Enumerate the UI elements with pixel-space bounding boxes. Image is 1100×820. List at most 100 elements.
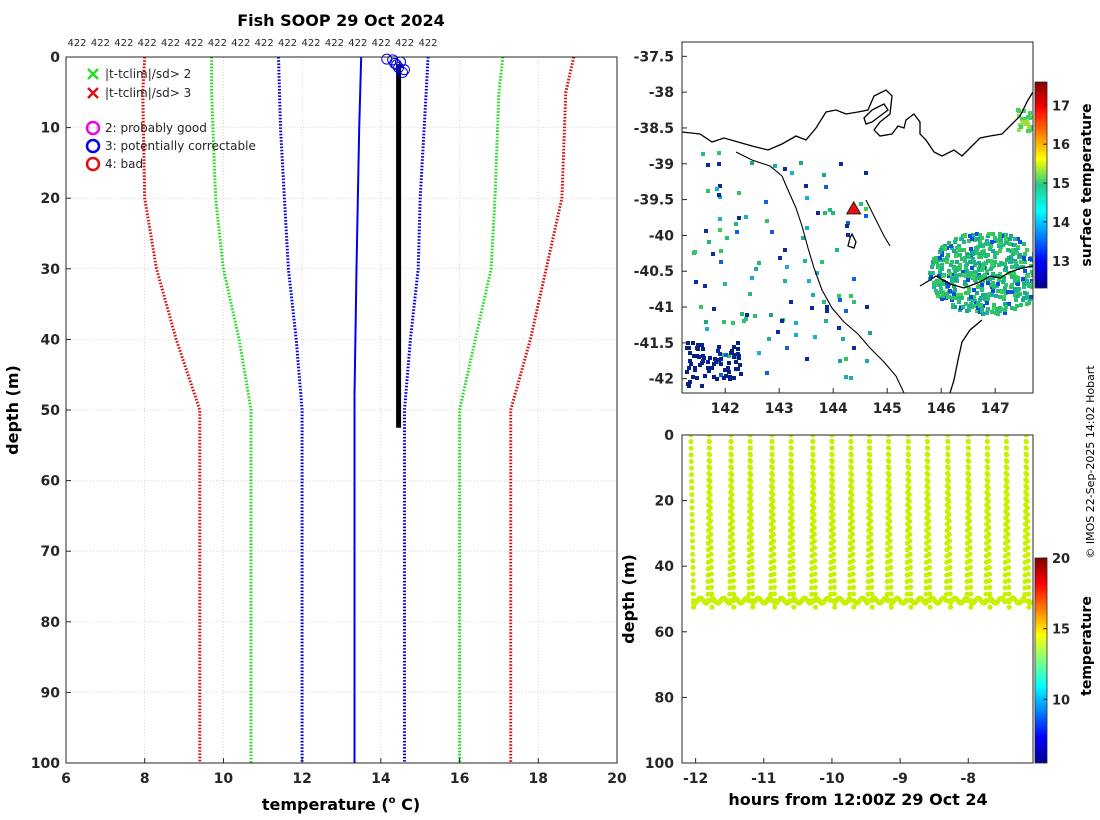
cast-point [1024, 492, 1030, 498]
cast-point [867, 452, 873, 458]
cast-point [789, 505, 795, 511]
cast-point [1002, 591, 1008, 597]
map-y-tick-label: -41.5 [634, 336, 674, 352]
sst-pixel [1012, 271, 1016, 275]
cast-point [731, 604, 737, 610]
cast-point [868, 511, 874, 517]
sst-pixel [790, 171, 794, 175]
cast-point [865, 598, 871, 604]
cast-point [770, 478, 776, 484]
sst-pixel [1022, 242, 1026, 246]
cast-point [749, 538, 755, 544]
sst-pixel [971, 257, 975, 261]
sst-pixel [1004, 233, 1008, 237]
sst-pixel [941, 282, 945, 286]
cast-point [707, 505, 713, 511]
cast-point [727, 591, 733, 597]
cast-point [984, 439, 990, 445]
profile-series-line [141, 57, 202, 763]
cast-point [829, 435, 835, 438]
cast-point [904, 585, 910, 591]
cast-point [746, 585, 752, 591]
cast-point [946, 531, 952, 537]
cast-point [729, 518, 735, 524]
sst-pixel [934, 289, 938, 293]
cast-point [791, 604, 797, 610]
sst-pixel [958, 273, 962, 277]
profile-top-count-label: 422 [208, 38, 227, 49]
cast-point [688, 465, 694, 471]
cast-point [768, 591, 774, 597]
cast-point [830, 525, 836, 531]
sst-pixel [1019, 125, 1023, 129]
sst-pixel [740, 312, 744, 316]
shelf-contour-2 [865, 199, 891, 247]
cast-point [789, 518, 795, 524]
cast-point [831, 591, 837, 597]
profile-top-count-label: 422 [161, 38, 180, 49]
profile-y-tick-label: 40 [41, 332, 61, 348]
sst-pixel [783, 167, 787, 171]
sst-pixel [724, 353, 728, 357]
cast-point [869, 591, 875, 597]
sst-pixel [954, 278, 958, 282]
cast-point [946, 518, 952, 524]
timeseries-y-ticks: 0 20 40 60 80 100 [645, 428, 687, 772]
sst-pixel [1008, 237, 1012, 241]
cast-point [945, 465, 951, 471]
cast-point [770, 518, 776, 524]
sst-pixel [706, 366, 710, 370]
cast-point [1006, 584, 1012, 590]
cast-point [906, 465, 912, 471]
cast-point [908, 578, 914, 584]
sst-pixel [805, 196, 809, 200]
profile-top-count-label: 422 [114, 38, 133, 49]
cast-point [1024, 478, 1030, 484]
cast-point [986, 518, 992, 524]
cast-point [728, 452, 734, 458]
profile-top-count-label: 422 [372, 38, 391, 49]
cast-point [906, 478, 912, 484]
cast-point [869, 564, 875, 570]
cast-point [985, 492, 991, 498]
cast-point [948, 604, 954, 610]
cast-point [945, 439, 951, 445]
sst-pixel [1003, 311, 1007, 315]
profile-top-count-label: 422 [278, 38, 297, 49]
cast-point [810, 445, 816, 451]
cast-point [849, 478, 855, 484]
map-colorbar-label: surface temperature [1079, 103, 1095, 266]
sst-pixel [991, 249, 995, 253]
sst-pixel [948, 289, 952, 293]
sst-pixel [852, 300, 856, 304]
sst-pixel [1022, 256, 1026, 260]
sst-pixel [708, 356, 712, 360]
sst-pixel [960, 257, 964, 261]
cast-point [771, 571, 777, 577]
cast-point [848, 458, 854, 464]
cast-point [788, 439, 794, 445]
cast-point [747, 439, 753, 445]
sst-pixel [735, 230, 739, 234]
sst-pixel [773, 164, 777, 168]
cast-point [750, 584, 756, 590]
cast-point [790, 545, 796, 551]
cast-point [923, 585, 929, 591]
cast-point [847, 591, 853, 597]
cast-point [787, 598, 793, 604]
sst-pixel [930, 265, 934, 269]
sst-pixel [722, 376, 726, 380]
cast-point [904, 598, 910, 604]
cast-point [865, 585, 871, 591]
cast-point [708, 545, 714, 551]
cast-point [707, 458, 713, 464]
sst-pixel [730, 350, 734, 354]
cast-point [927, 591, 933, 597]
sst-pixel [813, 335, 817, 339]
sst-pixel [715, 187, 719, 191]
sst-pixel [739, 372, 743, 376]
sst-pixel [1001, 243, 1005, 247]
cast-point [966, 452, 972, 458]
sst-pixel [978, 275, 982, 279]
cast-point [749, 525, 755, 531]
